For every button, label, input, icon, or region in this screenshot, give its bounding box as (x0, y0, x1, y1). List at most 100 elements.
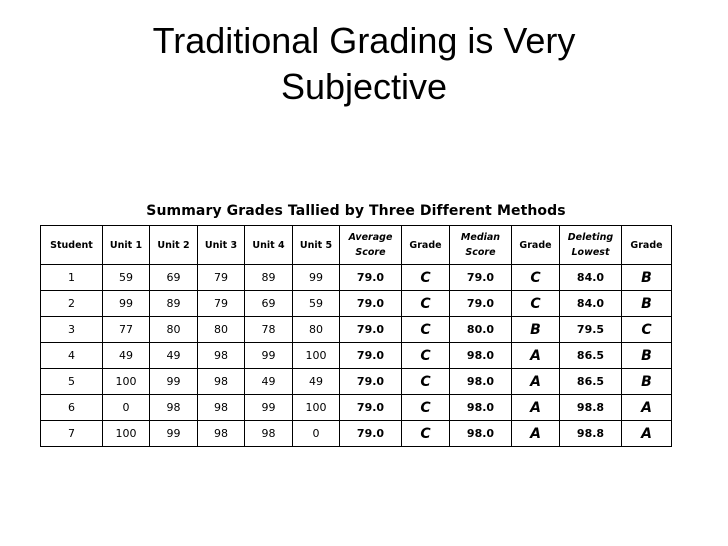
cell-grade-deleting: B (621, 342, 672, 369)
header-student: Student (40, 225, 103, 265)
header-median-score: Median Score (449, 225, 512, 265)
header-unit-1: Unit 1 (102, 225, 150, 265)
cell-unit-1: 100 (102, 368, 150, 395)
cell-average-score: 79.0 (339, 368, 402, 395)
cell-grade-deleting: B (621, 290, 672, 317)
table-row: 2 99 89 79 69 59 79.0 C 79.0 C 84.0 B (40, 290, 672, 317)
cell-grade-median: A (511, 368, 560, 395)
cell-grade-median: A (511, 394, 560, 421)
cell-student: 1 (40, 264, 103, 291)
cell-student: 3 (40, 316, 103, 343)
cell-unit-2: 49 (149, 342, 198, 369)
cell-unit-3: 79 (197, 290, 245, 317)
cell-deleting-lowest-score: 86.5 (559, 368, 622, 395)
cell-student: 5 (40, 368, 103, 395)
slide-title-line-1: Traditional Grading is Very (152, 20, 576, 61)
cell-deleting-lowest-score: 98.8 (559, 420, 622, 447)
cell-unit-2: 69 (149, 264, 198, 291)
cell-grade-deleting: B (621, 264, 672, 291)
cell-grade-average: C (401, 290, 450, 317)
cell-grade-deleting: A (621, 420, 672, 447)
cell-grade-average: C (401, 394, 450, 421)
cell-grade-median: C (511, 290, 560, 317)
cell-median-score: 79.0 (449, 290, 512, 317)
cell-median-score: 98.0 (449, 342, 512, 369)
cell-average-score: 79.0 (339, 420, 402, 447)
header-grade-average: Grade (401, 225, 450, 265)
cell-grade-average: C (401, 342, 450, 369)
cell-unit-5: 59 (292, 290, 340, 317)
header-unit-4: Unit 4 (244, 225, 293, 265)
cell-deleting-lowest-score: 98.8 (559, 394, 622, 421)
cell-average-score: 79.0 (339, 316, 402, 343)
header-average-score: Average Score (339, 225, 402, 265)
cell-unit-3: 98 (197, 394, 245, 421)
slide-title: Traditional Grading is Very Subjective (0, 18, 728, 110)
cell-unit-5: 100 (292, 394, 340, 421)
cell-deleting-lowest-score: 84.0 (559, 264, 622, 291)
cell-average-score: 79.0 (339, 264, 402, 291)
cell-unit-4: 78 (244, 316, 293, 343)
cell-unit-5: 0 (292, 420, 340, 447)
cell-unit-1: 59 (102, 264, 150, 291)
table-row: 3 77 80 80 78 80 79.0 C 80.0 B 79.5 C (40, 316, 672, 343)
cell-unit-1: 77 (102, 316, 150, 343)
cell-unit-3: 79 (197, 264, 245, 291)
cell-grade-deleting: B (621, 368, 672, 395)
cell-grade-median: A (511, 342, 560, 369)
cell-unit-5: 49 (292, 368, 340, 395)
slide-title-line-2: Subjective (280, 66, 448, 107)
table-caption: Summary Grades Tallied by Three Differen… (146, 203, 566, 219)
cell-unit-4: 99 (244, 394, 293, 421)
cell-grade-deleting: C (621, 316, 672, 343)
cell-grade-average: C (401, 264, 450, 291)
cell-unit-2: 99 (149, 368, 198, 395)
cell-unit-1: 100 (102, 420, 150, 447)
cell-grade-median: A (511, 420, 560, 447)
cell-unit-4: 69 (244, 290, 293, 317)
cell-deleting-lowest-score: 84.0 (559, 290, 622, 317)
cell-student: 2 (40, 290, 103, 317)
cell-unit-2: 99 (149, 420, 198, 447)
cell-unit-1: 49 (102, 342, 150, 369)
cell-unit-5: 80 (292, 316, 340, 343)
cell-unit-1: 0 (102, 394, 150, 421)
cell-grade-median: B (511, 316, 560, 343)
cell-grade-average: C (401, 316, 450, 343)
header-unit-2: Unit 2 (149, 225, 198, 265)
header-unit-5: Unit 5 (292, 225, 340, 265)
header-unit-3: Unit 3 (197, 225, 245, 265)
cell-student: 4 (40, 342, 103, 369)
cell-median-score: 79.0 (449, 264, 512, 291)
cell-median-score: 98.0 (449, 368, 512, 395)
cell-median-score: 98.0 (449, 394, 512, 421)
cell-grade-average: C (401, 368, 450, 395)
table-row: 4 49 49 98 99 100 79.0 C 98.0 A 86.5 B (40, 342, 672, 369)
cell-unit-2: 80 (149, 316, 198, 343)
header-deleting-lowest: Deleting Lowest (559, 225, 622, 265)
cell-average-score: 79.0 (339, 290, 402, 317)
cell-unit-3: 98 (197, 342, 245, 369)
table-row: 5 100 99 98 49 49 79.0 C 98.0 A 86.5 B (40, 368, 672, 395)
table-row: 1 59 69 79 89 99 79.0 C 79.0 C 84.0 B (40, 264, 672, 291)
cell-unit-2: 98 (149, 394, 198, 421)
table-row: 7 100 99 98 98 0 79.0 C 98.0 A 98.8 A (40, 420, 672, 447)
cell-unit-4: 49 (244, 368, 293, 395)
cell-unit-5: 100 (292, 342, 340, 369)
header-row: Student Unit 1 Unit 2 Unit 3 Unit 4 Unit… (40, 225, 672, 265)
header-grade-median: Grade (511, 225, 560, 265)
cell-grade-average: C (401, 420, 450, 447)
table-row: 6 0 98 98 99 100 79.0 C 98.0 A 98.8 A (40, 394, 672, 421)
cell-average-score: 79.0 (339, 394, 402, 421)
grades-table: Student Unit 1 Unit 2 Unit 3 Unit 4 Unit… (40, 225, 672, 447)
cell-unit-3: 98 (197, 420, 245, 447)
cell-deleting-lowest-score: 79.5 (559, 316, 622, 343)
cell-unit-5: 99 (292, 264, 340, 291)
cell-unit-1: 99 (102, 290, 150, 317)
cell-student: 7 (40, 420, 103, 447)
cell-grade-deleting: A (621, 394, 672, 421)
cell-deleting-lowest-score: 86.5 (559, 342, 622, 369)
cell-average-score: 79.0 (339, 342, 402, 369)
cell-unit-4: 99 (244, 342, 293, 369)
cell-student: 6 (40, 394, 103, 421)
